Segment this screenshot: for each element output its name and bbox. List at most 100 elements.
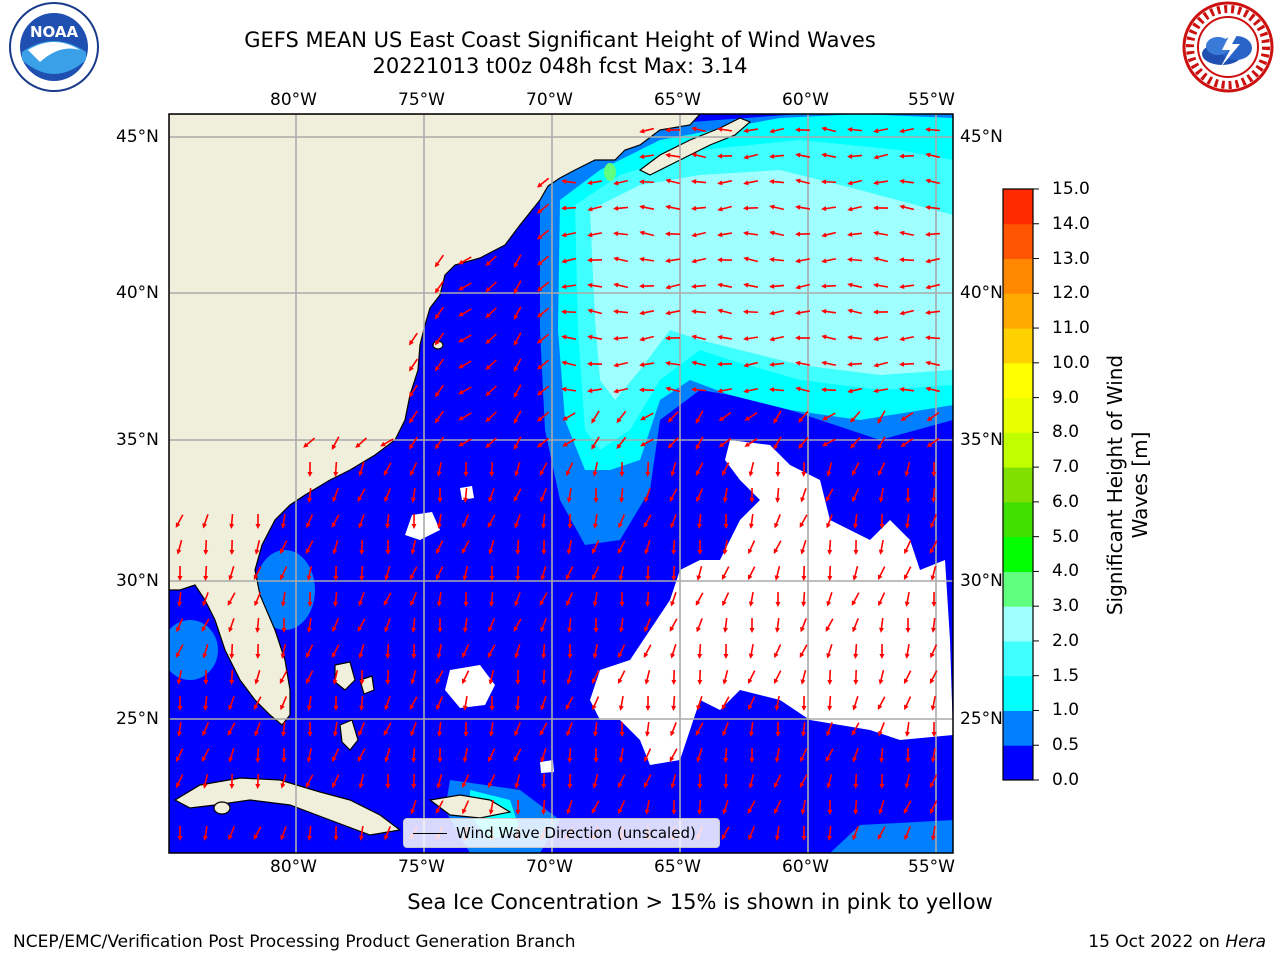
wave-direction-arrowhead: [853, 809, 859, 815]
wave-direction-arrowhead: [332, 731, 338, 737]
colorbar-tick-label: 11.0: [1052, 318, 1090, 339]
wave-direction-arrowhead: [671, 575, 677, 581]
wave-direction-arrowhead: [639, 230, 645, 236]
wave-direction-arrowhead: [458, 441, 464, 447]
wave-direction-arrow: [489, 540, 495, 552]
wave-direction-arrow: [385, 696, 391, 708]
wave-direction-arrowhead: [255, 627, 261, 633]
wave-direction-arrowhead: [774, 575, 780, 581]
wave-direction-arrowhead: [904, 601, 910, 607]
wave-direction-arrow: [693, 127, 707, 133]
wave-direction-arrowhead: [434, 339, 440, 346]
wave-direction-arrowhead: [718, 416, 725, 422]
wave-direction-arrowhead: [385, 549, 391, 555]
wave-direction-arrowhead: [747, 574, 753, 581]
wave-direction-arrowhead: [255, 653, 261, 659]
wave-direction-arrowhead: [489, 575, 495, 581]
wave-direction-arrowhead: [931, 471, 937, 477]
wave-direction-arrowhead: [722, 809, 728, 815]
wave-direction-arrow: [724, 539, 728, 553]
wave-direction-arrowhead: [717, 126, 723, 132]
wave-direction-arrow: [875, 361, 889, 367]
wave-direction-arrow: [719, 128, 733, 132]
lat-label-left: 25°N: [116, 709, 159, 729]
wave-direction-arrowhead: [253, 704, 259, 710]
wave-direction-arrowhead: [458, 363, 464, 369]
wave-direction-arrow: [745, 336, 759, 340]
wave-direction-arrow: [617, 436, 627, 448]
wave-direction-arrow: [927, 310, 941, 314]
wave-direction-arrowhead: [723, 757, 729, 763]
wave-direction-arrow: [931, 514, 937, 526]
wave-direction-arrowhead: [434, 391, 440, 398]
wave-direction-arrow: [774, 514, 782, 526]
wave-direction-arrowhead: [333, 835, 339, 841]
wave-direction-arrowhead: [748, 471, 754, 477]
wave-direction-arrowhead: [853, 549, 859, 555]
wave-direction-arrowhead: [463, 471, 469, 477]
wave-direction-arrow: [280, 566, 288, 578]
wave-direction-arrow: [828, 539, 832, 553]
wave-direction-arrowhead: [411, 757, 417, 763]
wave-direction-arrow: [333, 540, 339, 552]
wave-direction-arrowhead: [670, 730, 675, 737]
wave-direction-arrowhead: [593, 627, 599, 633]
wave-direction-arrow: [254, 566, 262, 578]
wave-direction-arrowhead: [718, 442, 725, 448]
wave-direction-arrowhead: [795, 258, 801, 264]
wave-direction-arrow: [487, 437, 497, 447]
noaa-logo-text: NOAA: [30, 23, 79, 41]
wave-direction-arrowhead: [696, 626, 701, 633]
wave-direction-arrowhead: [899, 128, 905, 134]
wave-direction-arrowhead: [435, 678, 441, 684]
wave-direction-arrow: [255, 722, 261, 734]
wave-direction-arrowhead: [332, 626, 337, 633]
wave-direction-arrowhead: [639, 256, 645, 262]
wave-direction-arrowhead: [408, 339, 414, 346]
wave-direction-arrowhead: [203, 679, 209, 685]
wave-direction-arrowhead: [306, 575, 312, 581]
wave-direction-arrowhead: [774, 808, 779, 815]
wave-direction-arrowhead: [203, 549, 209, 555]
colorbar-segment: [1003, 571, 1033, 607]
wave-direction-arrowhead: [691, 258, 697, 264]
wave-direction-arrowhead: [852, 626, 857, 633]
wave-direction-arrowhead: [536, 416, 543, 422]
wave-direction-arrowhead: [691, 283, 697, 289]
wave-direction-arrowhead: [769, 336, 775, 342]
wave-direction-arrowhead: [384, 496, 389, 503]
wave-direction-arrowhead: [795, 231, 801, 237]
wave-direction-arrowhead: [899, 361, 905, 367]
wave-direction-arrow: [176, 514, 184, 526]
wave-direction-arrow: [460, 438, 472, 446]
wave-direction-arrowhead: [670, 653, 676, 659]
wave-direction-arrowhead: [411, 523, 417, 529]
wave-direction-arrowhead: [436, 523, 442, 529]
wave-direction-arrow: [280, 540, 288, 552]
wave-direction-arrow: [644, 618, 652, 630]
wave-direction-arrowhead: [177, 575, 183, 581]
wave-direction-arrowhead: [591, 808, 597, 814]
wave-direction-arrowhead: [359, 549, 365, 555]
wave-direction-arrow: [177, 540, 183, 552]
wave-direction-arrowhead: [384, 834, 389, 841]
lat-label-left: 35°N: [116, 430, 159, 450]
wave-direction-arrow: [178, 591, 182, 605]
wave-direction-arrowhead: [667, 417, 674, 423]
wave-direction-arrowhead: [903, 678, 909, 685]
wave-direction-arrow: [901, 258, 915, 262]
wave-direction-arrowhead: [613, 256, 619, 262]
lon-label-bottom: 65°W: [654, 857, 701, 877]
wave-direction-arrowhead: [410, 470, 415, 477]
wave-direction-arrow: [282, 513, 286, 527]
colorbar-tick-label: 5.0: [1052, 526, 1080, 547]
wave-direction-arrowhead: [743, 336, 749, 342]
colorbar-tick-label: 0.5: [1052, 735, 1080, 756]
wave-direction-arrowhead: [775, 731, 781, 737]
wave-direction-arrowhead: [743, 230, 749, 236]
wave-direction-arrowhead: [488, 549, 494, 555]
wave-direction-arrow: [851, 436, 861, 448]
wave-direction-arrow: [878, 462, 886, 474]
wave-direction-arrowhead: [613, 231, 619, 237]
nws-logo: [1182, 1, 1274, 93]
